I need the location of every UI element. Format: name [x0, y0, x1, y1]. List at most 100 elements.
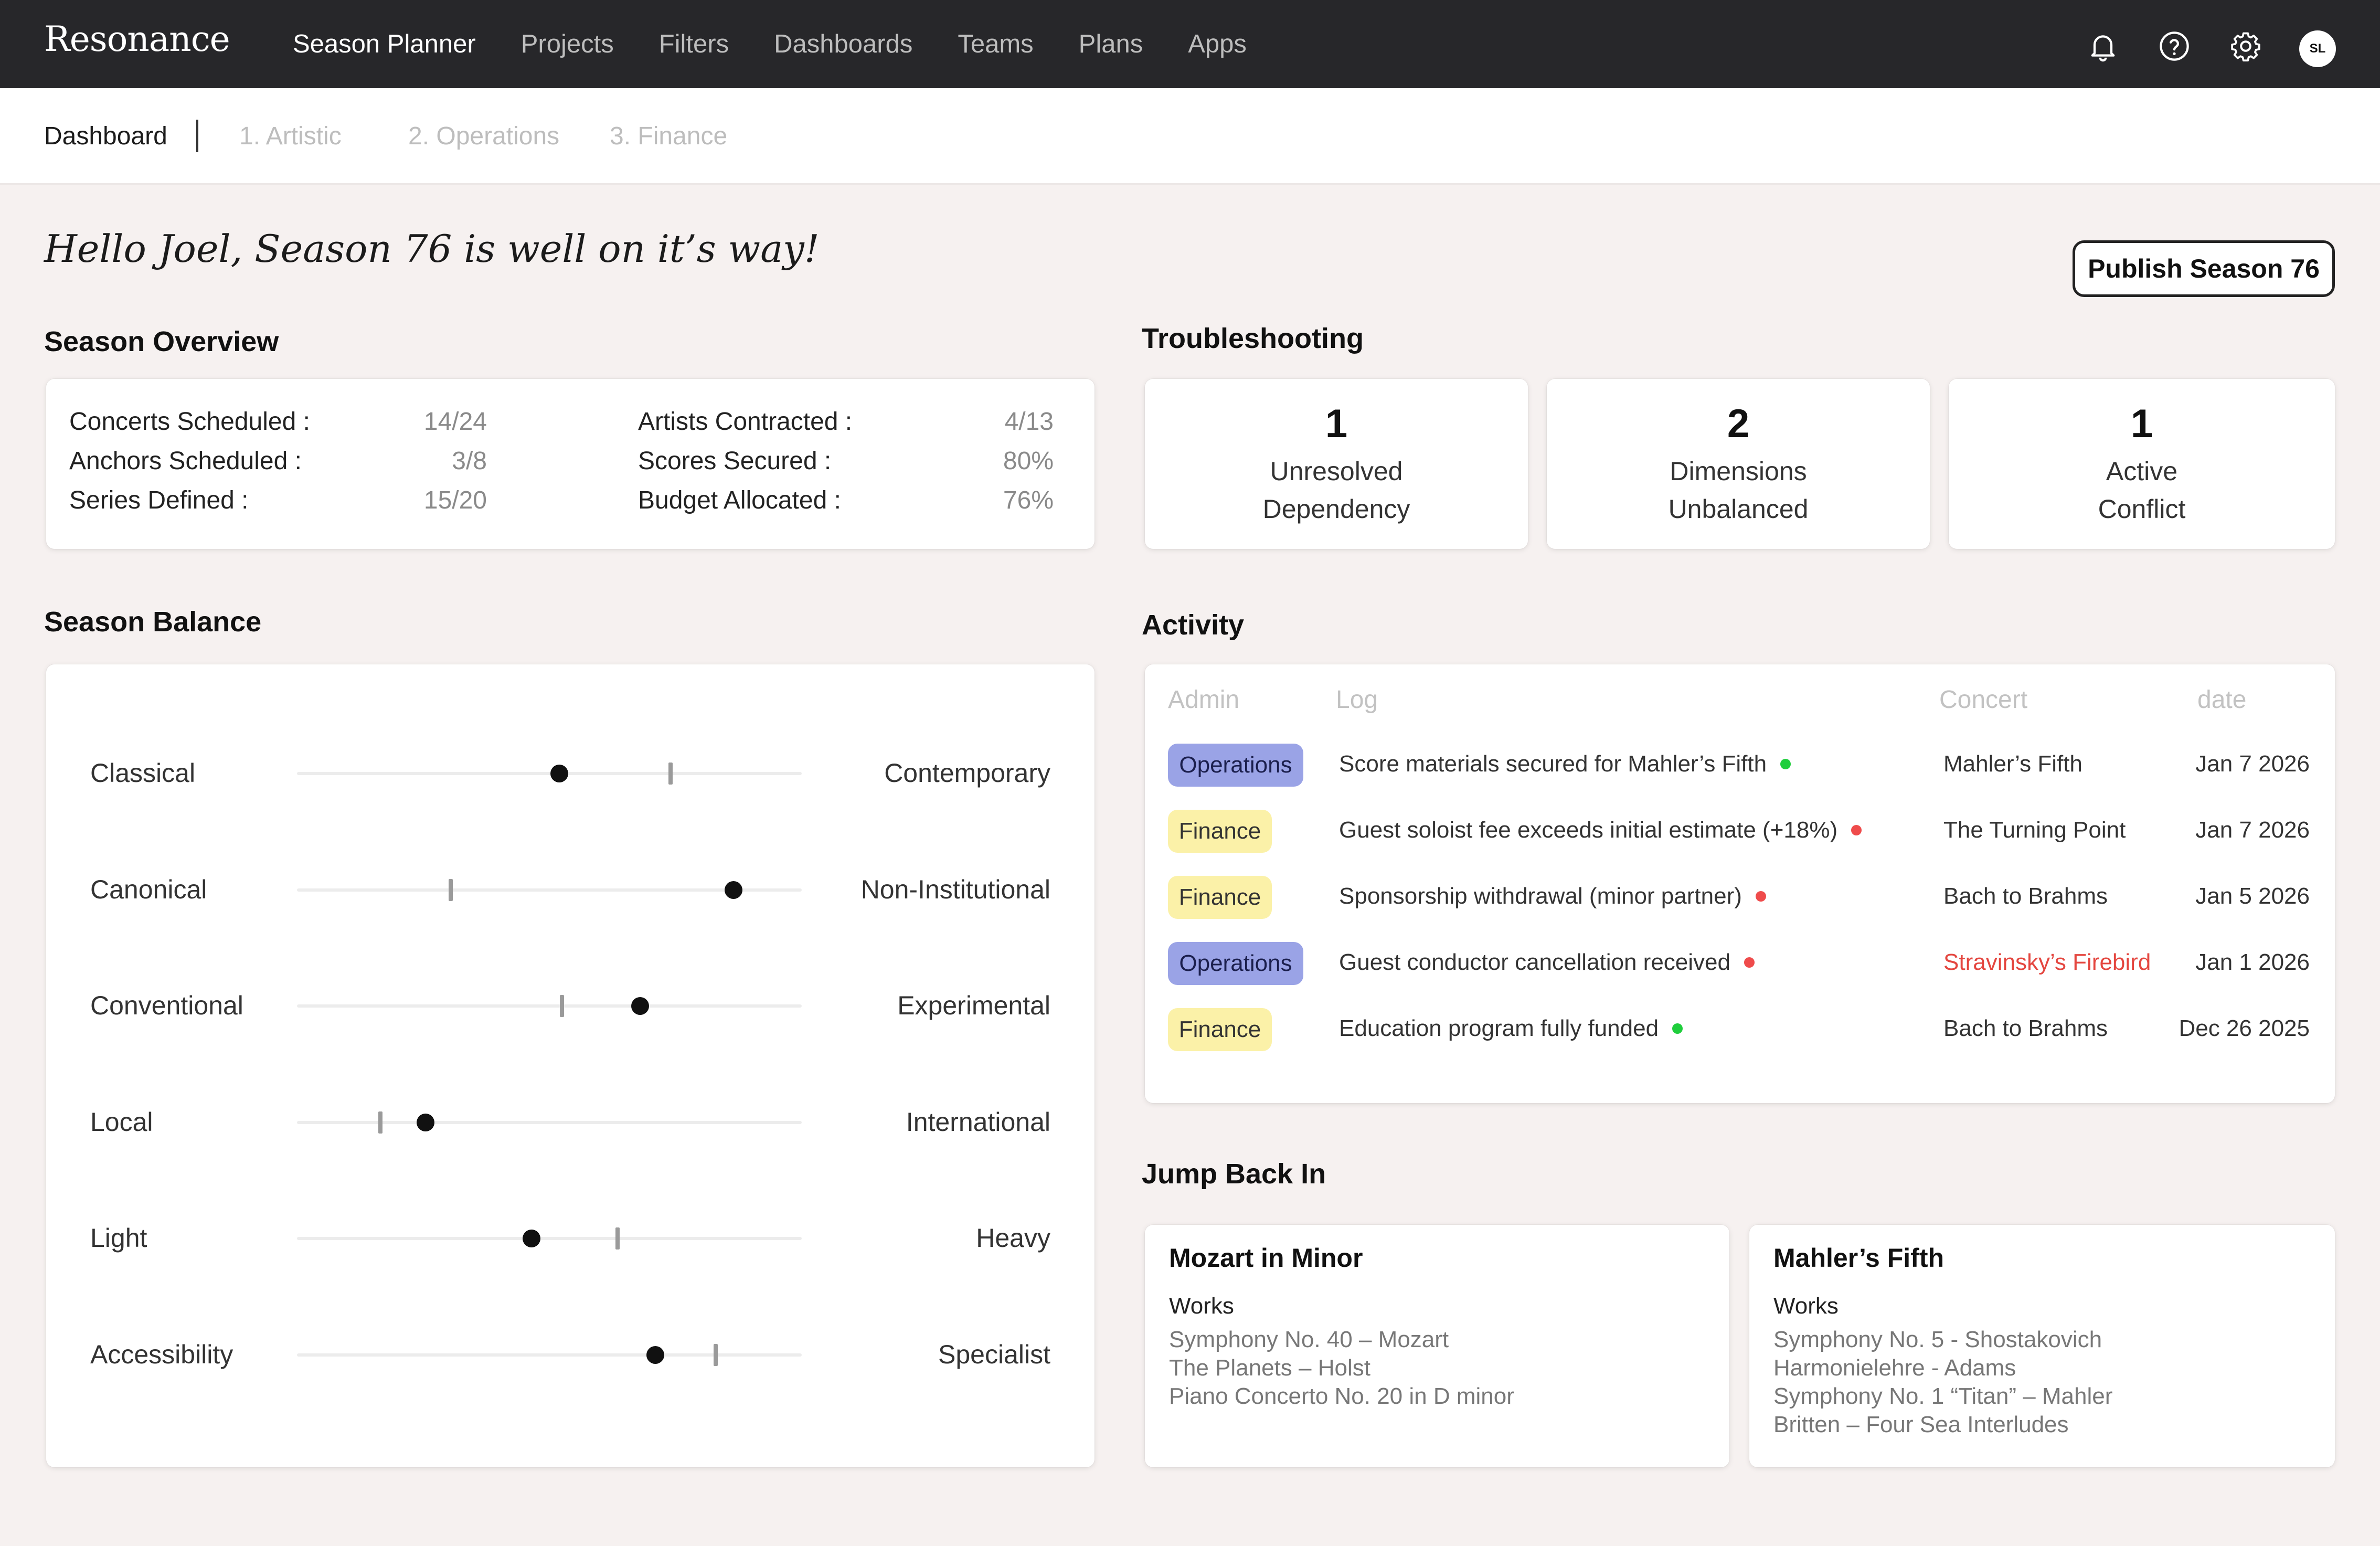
admin-tag[interactable]: Finance	[1168, 1008, 1272, 1051]
concert-link[interactable]: Mahler’s Fifth	[1943, 751, 2082, 777]
activity-date: Dec 26 2025	[2179, 1015, 2310, 1041]
work-item: Symphony No. 1 “Titan” – Mahler	[1773, 1383, 2113, 1409]
tab-divider	[196, 120, 198, 152]
overview-label: Series Defined :	[69, 486, 249, 514]
admin-tag[interactable]: Finance	[1168, 810, 1272, 853]
work-item: The Planets – Holst	[1169, 1355, 1370, 1381]
balance-right-label: Heavy	[976, 1223, 1050, 1253]
status-dot-negative	[1851, 825, 1862, 835]
nav-item-plans[interactable]: Plans	[1078, 30, 1143, 58]
season-balance-title: Season Balance	[44, 606, 262, 638]
issue-label: Dimensions Unbalanced	[1547, 452, 1930, 528]
work-item: Britten – Four Sea Interludes	[1773, 1412, 2069, 1437]
balance-right-label: International	[906, 1107, 1050, 1137]
project-card[interactable]: Mozart in Minor Works Symphony No. 40 – …	[1145, 1225, 1729, 1467]
overview-value: 15/20	[423, 486, 487, 514]
issue-label-line: Dependency	[1262, 494, 1410, 524]
works-label: Works	[1773, 1293, 1839, 1319]
overview-value: 3/8	[452, 447, 487, 475]
balance-slider-track[interactable]	[297, 772, 802, 775]
nav-item-filters[interactable]: Filters	[658, 30, 729, 58]
overview-value: 4/13	[1004, 408, 1054, 436]
tab-finance[interactable]: 3. Finance	[610, 122, 728, 150]
overview-value: 14/24	[423, 408, 487, 436]
balance-right-label: Experimental	[897, 991, 1050, 1020]
balance-slider-handle[interactable]	[550, 765, 569, 782]
issue-label: Unresolved Dependency	[1145, 452, 1528, 528]
admin-tag[interactable]: Finance	[1168, 876, 1272, 919]
activity-date: Jan 7 2026	[2195, 817, 2310, 843]
troubleshooting-card-conflict[interactable]: 1 Active Conflict	[1949, 379, 2335, 549]
balance-target-marker	[560, 995, 565, 1017]
overview-value: 76%	[1003, 486, 1054, 514]
balance-right-label: Contemporary	[884, 758, 1050, 788]
tab-dashboard[interactable]: Dashboard	[44, 122, 167, 150]
balance-slider-track[interactable]	[297, 1237, 802, 1240]
balance-right-label: Non-Institutional	[860, 874, 1050, 904]
publish-season-button[interactable]: Publish Season 76	[2073, 240, 2335, 297]
balance-target-marker	[668, 763, 673, 785]
nav-item-teams[interactable]: Teams	[958, 30, 1034, 58]
admin-tag[interactable]: Operations	[1168, 744, 1303, 787]
balance-left-label: Canonical	[90, 874, 207, 904]
troubleshooting-card-dependency[interactable]: 1 Unresolved Dependency	[1145, 379, 1528, 549]
season-balance-card: Classical Contemporary Canonical Non-Instit…	[46, 664, 1095, 1467]
gear-icon[interactable]	[2229, 29, 2262, 63]
concert-link[interactable]: Stravinsky’s Firebird	[1943, 949, 2151, 975]
balance-left-label: Accessibility	[90, 1339, 233, 1369]
nav-item-dashboards[interactable]: Dashboards	[774, 30, 913, 58]
activity-log-entry: Score materials secured for Mahler’s Fif…	[1339, 751, 1791, 777]
tab-artistic[interactable]: 1. Artistic	[239, 122, 342, 150]
troubleshooting-card-dimensions[interactable]: 2 Dimensions Unbalanced	[1547, 379, 1930, 549]
activity-log-entry: Guest soloist fee exceeds initial estima…	[1339, 817, 1862, 843]
status-dot-positive	[1672, 1023, 1683, 1034]
activity-log-entry: Guest conductor cancellation received	[1339, 949, 1755, 976]
concert-link[interactable]: The Turning Point	[1943, 817, 2126, 843]
tab-operations[interactable]: 2. Operations	[408, 122, 560, 150]
issue-label-line: Active	[2106, 457, 2178, 486]
activity-log-text: Score materials secured for Mahler’s Fif…	[1339, 751, 1767, 777]
balance-target-marker	[615, 1227, 620, 1249]
top-navigation-bar: Resonance Season Planner Projects Filter…	[0, 0, 2380, 88]
concert-link[interactable]: Bach to Brahms	[1943, 1015, 2108, 1041]
balance-slider-handle[interactable]	[646, 1346, 665, 1364]
balance-left-label: Classical	[90, 758, 196, 788]
balance-right-label: Specialist	[938, 1339, 1050, 1369]
nav-item-apps[interactable]: Apps	[1188, 30, 1247, 58]
balance-slider-handle[interactable]	[417, 1113, 435, 1131]
sub-navigation: Dashboard 1. Artistic 2. Operations 3. F…	[0, 88, 2380, 185]
column-header-admin: Admin	[1168, 686, 1240, 714]
works-list: Symphony No. 5 - Shostakovich Harmoniele…	[1773, 1326, 2112, 1439]
jump-back-in-title: Jump Back In	[1142, 1158, 1326, 1190]
work-item: Symphony No. 5 - Shostakovich	[1773, 1327, 2102, 1352]
activity-title: Activity	[1142, 609, 1245, 641]
balance-target-marker	[714, 1343, 718, 1366]
issue-label-line: Dimensions	[1670, 457, 1807, 486]
balance-slider-handle[interactable]	[725, 881, 743, 899]
greeting-heading: Hello Joel, Season 76 is well on it’s wa…	[44, 227, 820, 271]
bell-icon[interactable]	[2086, 29, 2120, 63]
overview-label: Anchors Scheduled :	[69, 447, 302, 475]
project-card[interactable]: Mahler’s Fifth Works Symphony No. 5 - Sh…	[1749, 1225, 2335, 1467]
app-logo[interactable]: Resonance	[44, 19, 230, 59]
balance-left-label: Light	[90, 1223, 147, 1253]
admin-tag[interactable]: Operations	[1168, 942, 1303, 985]
overview-label: Scores Secured :	[638, 447, 832, 475]
balance-slider-track[interactable]	[297, 1353, 802, 1357]
activity-log-entry: Sponsorship withdrawal (minor partner)	[1339, 883, 1766, 909]
main-nav: Season Planner Projects Filters Dashboar…	[293, 29, 1292, 59]
balance-slider-track[interactable]	[297, 1004, 802, 1008]
balance-slider-handle[interactable]	[523, 1230, 541, 1247]
activity-card: Admin Log Concert date Operations Score m…	[1145, 664, 2335, 1103]
concert-link[interactable]: Bach to Brahms	[1943, 883, 2108, 909]
balance-slider-track[interactable]	[297, 888, 802, 892]
activity-date: Jan 7 2026	[2195, 751, 2310, 777]
nav-item-projects[interactable]: Projects	[520, 30, 614, 58]
user-avatar[interactable]: SL	[2299, 30, 2336, 67]
balance-slider-track[interactable]	[297, 1120, 802, 1124]
column-header-date: date	[2197, 686, 2247, 714]
help-circle-icon[interactable]	[2158, 29, 2191, 63]
activity-log-text: Guest soloist fee exceeds initial estima…	[1339, 817, 1838, 843]
nav-item-season-planner[interactable]: Season Planner	[293, 30, 476, 58]
balance-slider-handle[interactable]	[631, 997, 650, 1015]
